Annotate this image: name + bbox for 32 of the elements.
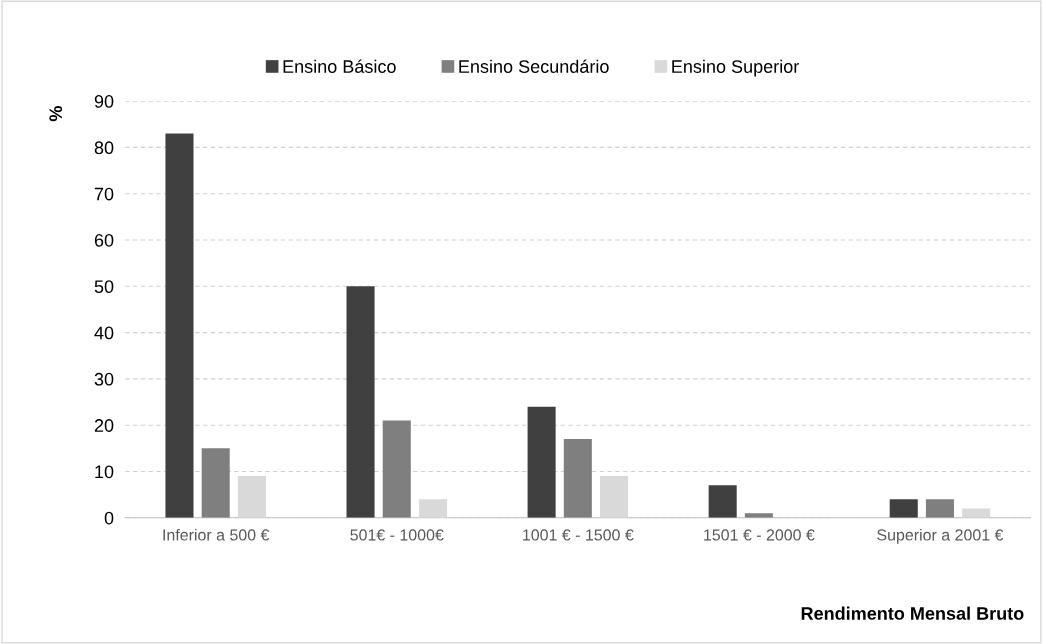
y-axis-title: % [49, 106, 63, 122]
bar [563, 439, 592, 518]
bar [925, 499, 954, 518]
bar [382, 420, 411, 518]
legend-label: Ensino Superior [672, 59, 799, 77]
x-tick-label: Superior a 2001 € [877, 528, 1004, 544]
bar [708, 485, 737, 518]
y-tick-label: 40 [94, 326, 114, 340]
x-tick-label: 501€ - 1000€ [350, 529, 444, 541]
x-tick-label: 1001 € - 1500 € [523, 529, 634, 541]
x-axis-title: Rendimento Mensal Bruto [801, 606, 1024, 620]
x-tick-label: 1501 € - 2000 € [704, 529, 815, 541]
y-tick-label: 20 [94, 419, 114, 432]
y-tick-label: 0 [104, 511, 114, 525]
y-tick-label: 30 [94, 372, 114, 386]
bar [165, 133, 194, 518]
bar [237, 476, 266, 518]
legend-label: Ensino Básico [283, 59, 396, 73]
y-tick-label: 90 [94, 95, 114, 108]
bar [346, 286, 375, 518]
legend-label: Ensino Secundário [459, 59, 609, 73]
bar [889, 499, 918, 518]
x-tick-label: Inferior a 500 € [163, 528, 270, 541]
y-tick-label: 10 [95, 465, 114, 479]
y-tick-label: 70 [94, 187, 114, 201]
bar [527, 406, 556, 518]
y-tick-label: 50 [94, 280, 114, 294]
y-tick-label: 80 [94, 141, 114, 155]
bar [418, 499, 447, 518]
bar [600, 476, 629, 518]
y-tick-label: 60 [94, 233, 114, 247]
bar [201, 448, 230, 518]
